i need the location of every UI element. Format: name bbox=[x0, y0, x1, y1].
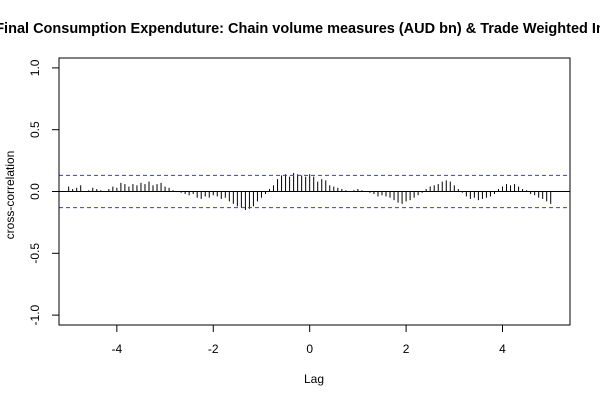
x-axis: -4 -2 0 2 4 bbox=[112, 324, 506, 356]
y-axis: -1.0 -0.5 0.0 0.5 1.0 bbox=[28, 59, 60, 325]
y-tick-label: -1.0 bbox=[28, 304, 42, 325]
y-tick-label: 0.5 bbox=[28, 121, 42, 138]
x-tick-label: -4 bbox=[112, 342, 123, 356]
y-tick-label: -0.5 bbox=[28, 243, 42, 264]
y-tick-label: 1.0 bbox=[28, 59, 42, 76]
x-tick-label: -2 bbox=[208, 342, 219, 356]
x-tick-label: 4 bbox=[499, 342, 506, 356]
x-tick-label: 2 bbox=[403, 342, 410, 356]
bars-group bbox=[68, 172, 552, 211]
chart-title: Final Consumption Expenduture: Chain vol… bbox=[0, 21, 600, 37]
x-axis-label: Lag bbox=[304, 372, 324, 386]
x-tick-label: 0 bbox=[306, 342, 313, 356]
y-axis-label: cross-correlation bbox=[3, 151, 17, 240]
y-tick-label: 0.0 bbox=[28, 183, 42, 200]
